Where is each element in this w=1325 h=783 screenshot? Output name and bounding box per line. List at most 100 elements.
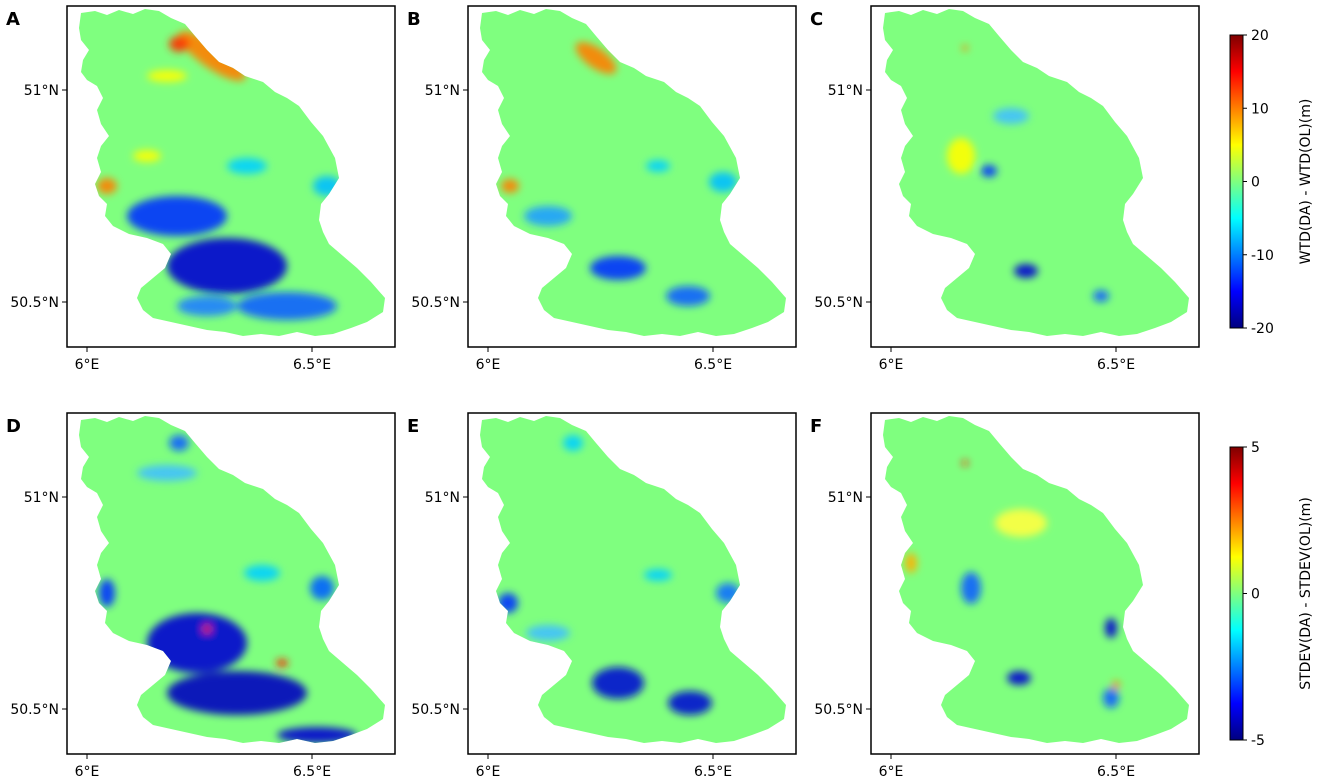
anomaly-blob: [99, 579, 115, 607]
anomaly-blob: [526, 625, 570, 641]
y-tick-label: 50.5°N: [411, 702, 460, 718]
anomaly-blob: [962, 460, 968, 466]
anomaly-blob: [169, 435, 189, 451]
anomaly-blob: [995, 509, 1047, 537]
anomaly-blob: [167, 238, 287, 294]
colorbar-tick-label: 0: [1251, 587, 1260, 603]
anomaly-field: [97, 31, 341, 320]
catchment-region: [79, 9, 385, 336]
colorbar-label: WTD(DA) - WTD(OL)(m): [1298, 99, 1314, 265]
panel-frame: [66, 412, 396, 755]
panel-frame: [870, 5, 1200, 348]
anomaly-blob: [501, 179, 519, 193]
panel-frame: [467, 5, 797, 348]
y-tick-label: 51°N: [425, 83, 460, 99]
x-tick-label: 6°E: [476, 357, 501, 373]
panel-label: D: [6, 416, 21, 437]
anomaly-blob: [947, 138, 975, 174]
panel-label: E: [407, 416, 419, 437]
x-tick-label: 6°E: [75, 764, 100, 780]
anomaly-field: [498, 435, 740, 715]
y-tick-label: 50.5°N: [814, 702, 863, 718]
anomaly-blob: [575, 41, 617, 75]
anomaly-blob: [1093, 290, 1109, 302]
anomaly-blob: [716, 583, 740, 603]
anomaly-blob: [177, 296, 237, 316]
anomaly-blob: [563, 435, 583, 451]
anomaly-blob: [668, 691, 712, 715]
y-tick-label: 51°N: [24, 83, 59, 99]
x-tick-label: 6.5°E: [694, 357, 732, 373]
anomaly-blob: [981, 165, 997, 177]
colorbar-tick-label: 5: [1251, 440, 1260, 456]
colorbar-tick-label: 20: [1251, 28, 1269, 44]
colorbar-gradient: [1229, 446, 1244, 741]
anomaly-blob: [498, 593, 518, 613]
anomaly-blob: [169, 36, 189, 52]
catchment-region: [480, 416, 786, 743]
anomaly-blob: [1112, 681, 1120, 689]
y-tick-label: 50.5°N: [10, 702, 59, 718]
anomaly-blob: [1007, 671, 1031, 685]
y-tick-label: 51°N: [24, 490, 59, 506]
panel-label: B: [407, 9, 421, 30]
panel-label: F: [810, 416, 822, 437]
x-tick-label: 6.5°E: [1097, 764, 1135, 780]
y-tick-label: 51°N: [828, 490, 863, 506]
anomaly-blob: [993, 108, 1029, 124]
colorbar-tick-label: -10: [1251, 248, 1274, 264]
map-panel-b: B 6°E 6.5°E 51°N 50.5°N: [407, 5, 797, 373]
x-tick-label: 6°E: [75, 357, 100, 373]
colorbar-label: STDEV(DA) - STDEV(OL)(m): [1298, 497, 1314, 690]
x-tick-label: 6°E: [879, 764, 904, 780]
anomaly-blob: [905, 553, 917, 573]
anomaly-blob: [276, 659, 288, 667]
anomaly-blob: [277, 727, 357, 743]
colorbar-gradient: [1229, 34, 1244, 329]
anomaly-field: [905, 460, 1120, 708]
map-panel-a: A 6°E 6.5°E 51°N 50.5°N: [6, 5, 396, 373]
map-panel-e: E 6°E 6.5°E 51°N 50.5°N: [407, 412, 797, 780]
anomaly-blob: [203, 625, 211, 633]
y-tick-label: 50.5°N: [411, 295, 460, 311]
anomaly-blob: [644, 569, 672, 581]
catchment-region: [883, 416, 1189, 743]
anomaly-blob: [127, 196, 227, 236]
anomaly-blob: [147, 613, 247, 673]
anomaly-field: [947, 45, 1109, 302]
catchment-region: [79, 416, 385, 743]
panel-label: C: [810, 9, 823, 30]
anomaly-blob: [1105, 618, 1117, 638]
y-tick-label: 51°N: [425, 490, 460, 506]
anomaly-blob: [227, 158, 267, 174]
y-tick-label: 50.5°N: [814, 295, 863, 311]
panel-frame: [66, 5, 396, 348]
colorbar-stdev: 5 0 -5 STDEV(DA) - STDEV(OL)(m): [1229, 440, 1314, 749]
map-panel-c: C 6°E 6.5°E 51°N 50.5°N: [810, 5, 1200, 373]
panel-frame: [870, 412, 1200, 755]
colorbar-tick-label: 10: [1251, 101, 1269, 117]
x-tick-label: 6.5°E: [293, 357, 331, 373]
colorbar-tick-label: 0: [1251, 175, 1260, 191]
map-panel-d: D 6°E 6.5°E 51°N 50.5°N: [6, 412, 396, 780]
y-tick-label: 50.5°N: [10, 295, 59, 311]
anomaly-blob: [178, 31, 246, 81]
anomaly-blob: [313, 176, 341, 196]
anomaly-field: [99, 435, 357, 743]
y-tick-label: 51°N: [828, 83, 863, 99]
panel-label: A: [6, 9, 20, 30]
anomaly-field: [501, 41, 737, 306]
anomaly-blob: [133, 150, 161, 162]
anomaly-blob: [137, 465, 197, 481]
anomaly-blob: [97, 178, 117, 194]
x-tick-label: 6°E: [879, 357, 904, 373]
anomaly-blob: [524, 206, 572, 226]
anomaly-blob: [962, 45, 968, 51]
colorbar-tick-label: -5: [1251, 733, 1265, 749]
anomaly-blob: [709, 172, 737, 192]
anomaly-blob: [592, 667, 644, 699]
anomaly-blob: [237, 292, 337, 320]
anomaly-blob: [646, 160, 670, 172]
panel-frame: [467, 412, 797, 755]
